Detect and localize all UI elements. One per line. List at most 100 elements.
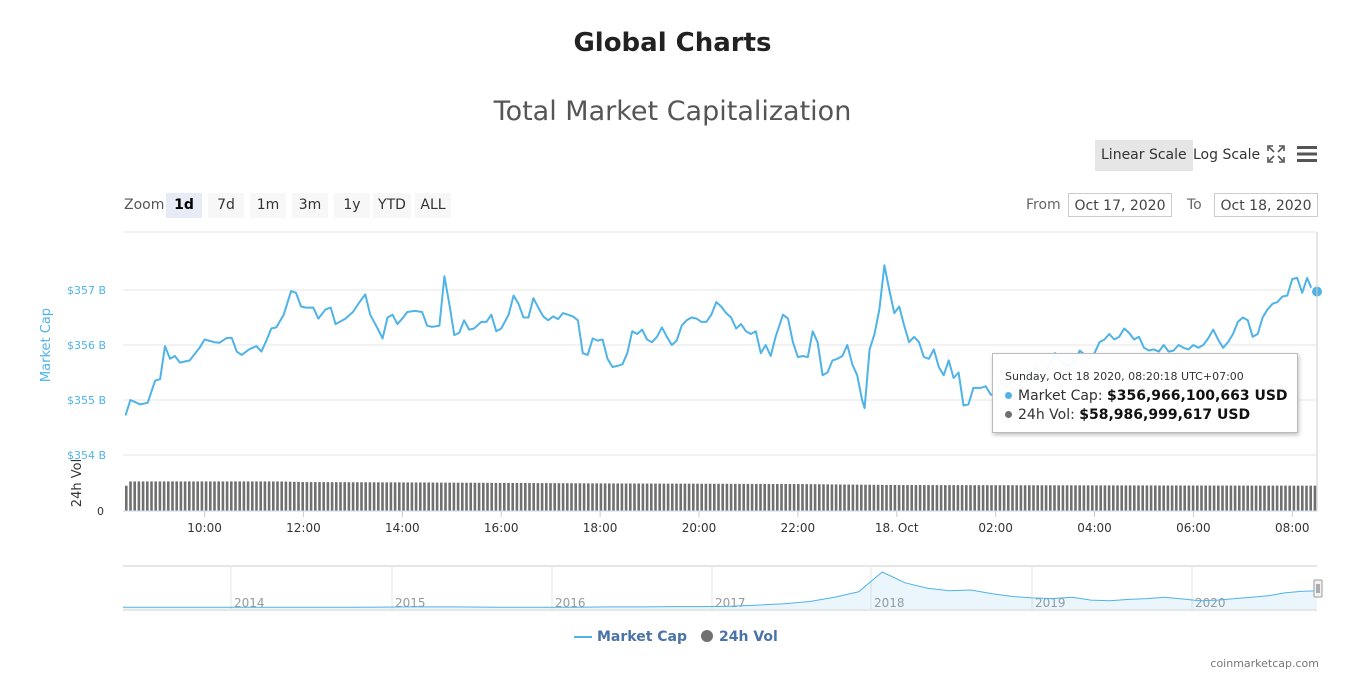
tooltip-market-cap-label: Market Cap: (1018, 388, 1103, 404)
volume-bar (696, 483, 699, 511)
zoom-3m-button[interactable]: 3m (292, 193, 328, 218)
zoom-1y-button[interactable]: 1y (334, 193, 370, 218)
volume-bar (1158, 485, 1161, 511)
volume-bar (1145, 485, 1149, 511)
volume-bar (1078, 485, 1081, 511)
volume-bar (452, 482, 456, 511)
volume-bar (839, 484, 842, 511)
legend-market-cap[interactable]: Market Cap (574, 629, 687, 645)
volume-bar (213, 481, 216, 511)
navigator-area (123, 572, 1317, 609)
linear-scale-button[interactable]: Linear Scale (1095, 140, 1193, 171)
zoom-1m-button[interactable]: 1m (250, 193, 286, 218)
volume-bar (977, 485, 981, 511)
volume-bar (129, 481, 132, 511)
tooltip-market-cap-value: $356,966,100,663 USD (1107, 388, 1288, 404)
volume-bar (1162, 485, 1165, 511)
volume-bar (1133, 485, 1136, 511)
volume-bar (738, 483, 741, 511)
volume-bar (897, 485, 901, 511)
volume-bar (272, 481, 275, 511)
volume-bar (713, 483, 716, 511)
volume-bar (948, 485, 951, 511)
zoom-1d-button[interactable]: 1d (166, 193, 202, 218)
from-date-input[interactable]: Oct 17, 2020 (1068, 193, 1172, 217)
volume-bar (532, 483, 535, 511)
volume-bar (931, 485, 934, 511)
volume-bar (465, 482, 468, 511)
volume-bar (1305, 485, 1308, 511)
volume-bar (183, 481, 187, 511)
volume-bar (797, 484, 800, 511)
volume-bar (595, 483, 598, 511)
menu-icon[interactable] (1296, 144, 1318, 164)
x-tick-label: 18. Oct (875, 521, 919, 535)
volume-bar (893, 485, 897, 511)
volume-bar (490, 482, 493, 511)
x-tick-label: 22:00 (781, 521, 816, 535)
volume-bar (162, 481, 166, 511)
to-date-input[interactable]: Oct 18, 2020 (1214, 193, 1318, 217)
volume-bar (608, 483, 611, 511)
volume-bar (557, 483, 561, 511)
navigator-handle[interactable] (1313, 579, 1323, 598)
volume-bar (549, 483, 552, 511)
fullscreen-icon[interactable] (1266, 144, 1286, 164)
volume-bar (918, 485, 922, 511)
volume-bar (1183, 485, 1186, 511)
x-tick-label: 12:00 (286, 521, 321, 535)
volume-bar (280, 481, 283, 511)
volume-bar (284, 481, 288, 511)
volume-bar (969, 485, 972, 511)
legend-24h-vol[interactable]: 24h Vol (701, 629, 778, 645)
volume-bar (154, 481, 157, 511)
zoom-ytd-button[interactable]: YTD (373, 193, 411, 218)
volume-bar (729, 483, 733, 511)
tooltip: Sunday, Oct 18 2020, 08:20:18 UTC+07:00 … (992, 353, 1298, 433)
volume-bar (1065, 485, 1069, 511)
volume-bar (1044, 485, 1048, 511)
zoom-7d-button[interactable]: 7d (208, 193, 244, 218)
y-axis-title: Market Cap (39, 308, 54, 382)
volume-bar (503, 482, 506, 511)
x-tick-label: 14:00 (385, 521, 420, 535)
volume-bar (792, 484, 796, 511)
volume-bar (200, 481, 204, 511)
volume-bar (889, 484, 892, 511)
volume-bar (599, 483, 603, 511)
navigator-line (123, 571, 1318, 608)
navigator-year-label: 2020 (1195, 596, 1226, 610)
volume-bar (1070, 485, 1073, 511)
volume-bar (305, 482, 309, 511)
volume-bar (1141, 485, 1144, 511)
volume-bar (960, 485, 964, 511)
navigator[interactable]: 2014201520162017201820192020 (123, 565, 1323, 611)
volume-bar (297, 481, 300, 511)
volume-bar (137, 481, 141, 511)
volume-bar (536, 483, 540, 511)
zoom-all-button[interactable]: ALL (415, 193, 451, 218)
volume-bar (225, 481, 229, 511)
from-label: From (1026, 197, 1061, 213)
volume-bar (230, 481, 233, 511)
volume-bar (582, 483, 586, 511)
tooltip-vol-row: 24h Vol: $58,986,999,617 USD (1005, 406, 1297, 425)
volume-bar (263, 481, 267, 511)
volume-bar (851, 484, 855, 511)
volume-bar (1002, 485, 1006, 511)
credits-link[interactable]: coinmarketcap.com (1210, 657, 1319, 670)
volume-bar (616, 483, 619, 511)
volume-bar (637, 483, 640, 511)
volume-bar (1149, 485, 1153, 511)
volume-bar (242, 481, 246, 511)
volume-bar (347, 482, 351, 511)
log-scale-button[interactable]: Log Scale (1193, 147, 1261, 163)
market-cap-dot-icon (1005, 391, 1012, 399)
volume-bar (834, 484, 838, 511)
volume-bar (507, 482, 510, 511)
volume-bar (1175, 485, 1178, 511)
volume-bar (1212, 485, 1216, 511)
volume-bar (1112, 485, 1115, 511)
x-tick-label: 08:00 (1275, 521, 1310, 535)
